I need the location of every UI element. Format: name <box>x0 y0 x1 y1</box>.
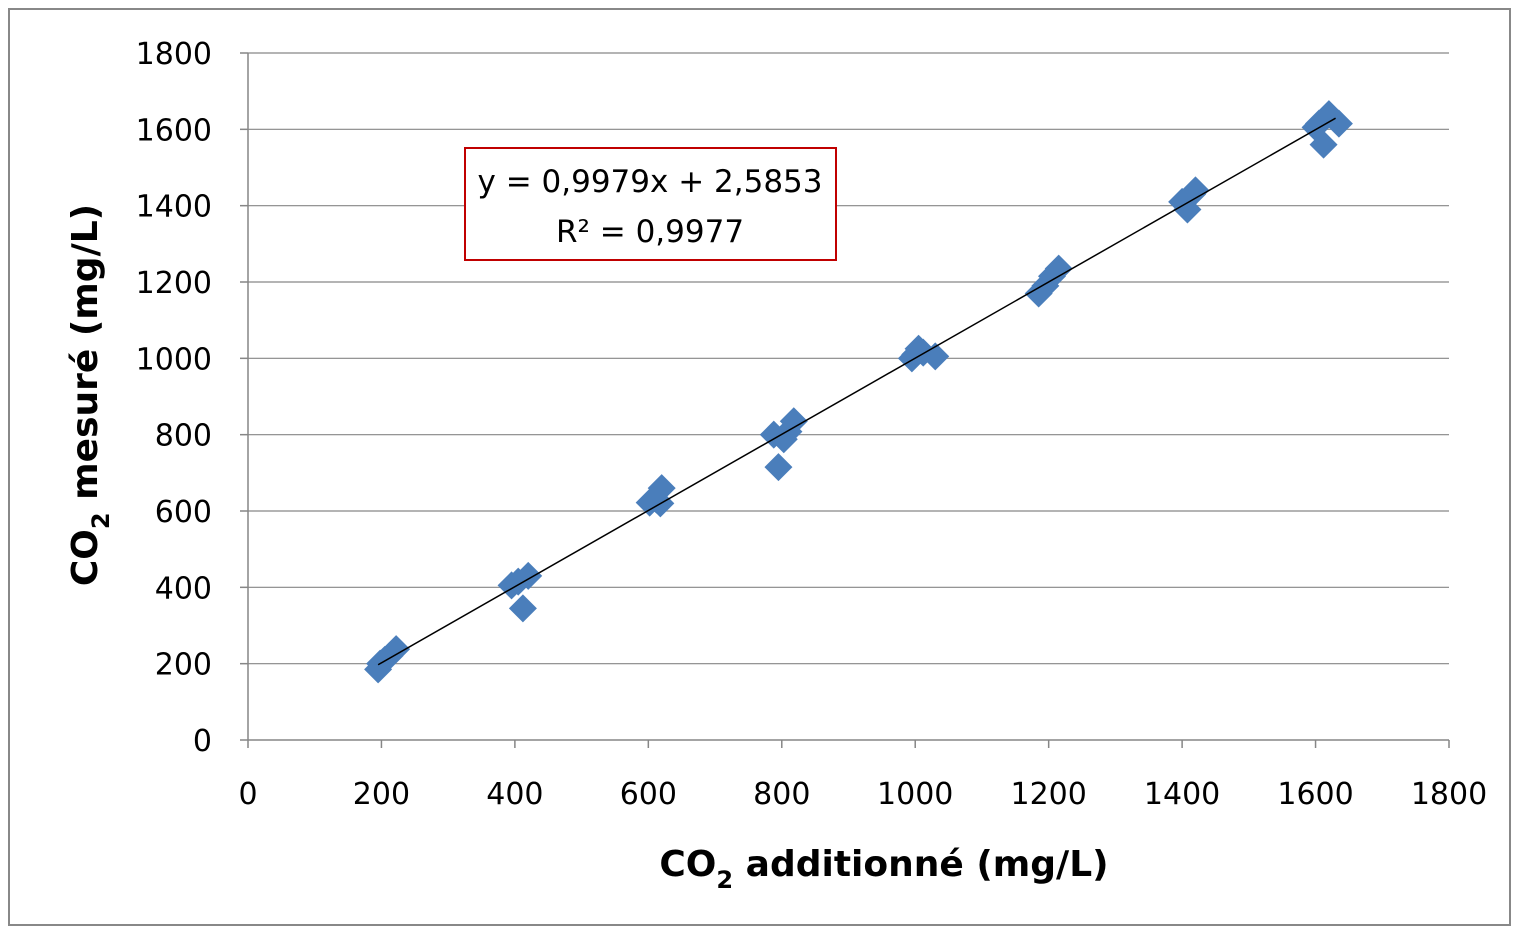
y-tick-label: 800 <box>155 419 212 454</box>
x-tick-label: 1400 <box>1144 777 1220 812</box>
y-tick-label: 1200 <box>136 266 212 301</box>
x-tick-label: 800 <box>753 777 810 812</box>
y-tick-label: 0 <box>193 724 212 759</box>
data-point <box>1044 254 1073 283</box>
data-point <box>1181 176 1210 205</box>
data-point <box>1324 109 1353 138</box>
y-tick-label: 1400 <box>136 190 212 225</box>
equation-box: y = 0,9979x + 2,5853 R² = 0,9977 <box>464 147 837 261</box>
x-tick-label: 600 <box>620 777 677 812</box>
data-point <box>1309 130 1338 159</box>
y-tick-label: 1800 <box>136 37 212 72</box>
y-tick-label: 600 <box>155 495 212 530</box>
x-tick-label: 1200 <box>1010 777 1086 812</box>
axes <box>247 53 1449 741</box>
y-tick-label: 1600 <box>136 113 212 148</box>
data-point <box>779 407 808 436</box>
y-tick-label: 1000 <box>136 342 212 377</box>
trend-equation: y = 0,9979x + 2,5853 <box>478 164 823 200</box>
x-tick-label: 1800 <box>1411 777 1487 812</box>
x-tick-label: 1600 <box>1277 777 1353 812</box>
data-points <box>364 100 1353 684</box>
x-tick-label: 0 <box>238 777 257 812</box>
y-axis-title: CO2 mesuré (mg/L) <box>65 204 115 586</box>
data-point <box>647 474 676 503</box>
trend-r-squared: R² = 0,9977 <box>556 214 744 250</box>
y-tick-label: 400 <box>155 571 212 606</box>
data-point <box>382 635 411 664</box>
trendline <box>377 117 1336 666</box>
x-tick-labels: 0 200 400 600 800 1000 1200 1400 1600 1800 <box>238 777 1487 812</box>
data-point <box>921 342 950 371</box>
data-point <box>764 453 793 482</box>
y-tick-labels: 0 200 400 600 800 1000 1200 1400 1600 1800 <box>136 37 212 759</box>
gridlines <box>240 52 1450 748</box>
data-point <box>508 594 537 623</box>
y-tick-label: 200 <box>155 648 212 683</box>
x-tick-label: 1000 <box>877 777 953 812</box>
x-tick-label: 200 <box>353 777 410 812</box>
x-tick-label: 400 <box>486 777 543 812</box>
x-axis-title: CO2 additionné (mg/L) <box>659 844 1108 894</box>
